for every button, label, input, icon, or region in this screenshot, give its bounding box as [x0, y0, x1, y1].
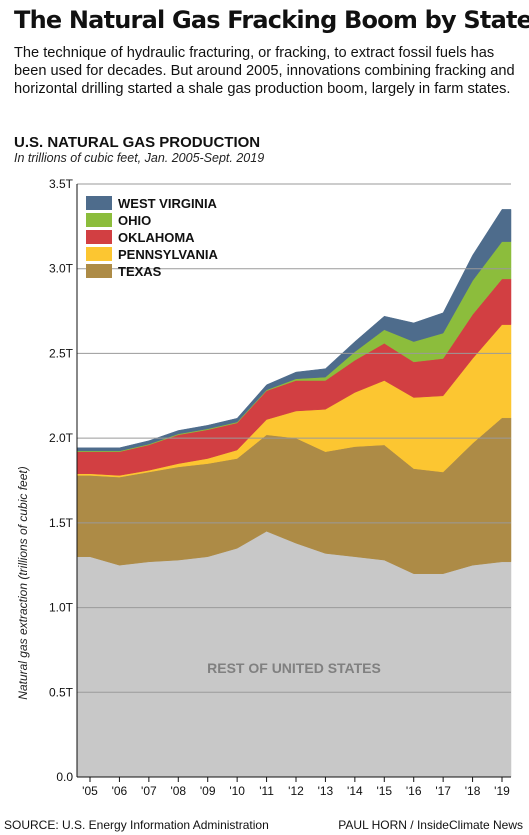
- x-tick-label: '15: [376, 784, 392, 798]
- y-tick-label: 1.0T: [49, 601, 74, 615]
- chart-heading: U.S. NATURAL GAS PRODUCTION: [14, 134, 261, 151]
- axes: 0.0 0.5T 1.0T 1.5T 2.0T 2.5T 3.0T 3.5T '05 '06 '07…: [49, 177, 511, 798]
- x-tick-label: '17: [435, 784, 451, 798]
- y-tick-label: 2.0T: [49, 431, 74, 445]
- production-chart: 0.0 0.5T 1.0T 1.5T 2.0T 2.5T 3.0T 3.5T '05 '06 '07…: [16, 177, 512, 798]
- x-tick-label: '12: [288, 784, 304, 798]
- rest-of-us-label: REST OF UNITED STATES: [207, 660, 381, 676]
- legend-label-oklahoma: OKLAHOMA: [118, 230, 195, 245]
- x-tick-label: '14: [347, 784, 363, 798]
- x-tick-label: '06: [112, 784, 128, 798]
- page-title: The Natural Gas Fracking Boom by State: [14, 6, 529, 34]
- x-tick-label: '19: [494, 784, 510, 798]
- legend-label-texas: TEXAS: [118, 264, 162, 279]
- legend-label-pennsylvania: PENNSYLVANIA: [118, 247, 219, 262]
- gridlines: [77, 183, 511, 693]
- y-tick-label: 1.5T: [49, 516, 74, 530]
- stacked-areas: [76, 209, 512, 778]
- legend-swatch-texas: [86, 264, 112, 278]
- legend-label-ohio: OHIO: [118, 213, 151, 228]
- legend-swatch-ohio: [86, 213, 112, 227]
- area-west-virginia: [76, 209, 512, 452]
- legend-swatch-pennsylvania: [86, 247, 112, 261]
- x-tick-label: '11: [259, 784, 274, 798]
- x-tick-label: '08: [170, 784, 186, 798]
- x-tick-label: '13: [318, 784, 334, 798]
- y-tick-label: 3.5T: [49, 177, 74, 191]
- x-tick-label: '07: [141, 784, 157, 798]
- x-tick-label: '09: [200, 784, 216, 798]
- legend: WEST VIRGINIA OHIO OKLAHOMA PENNSYLVANIA TEX…: [86, 196, 219, 279]
- x-tick-label: '16: [406, 784, 422, 798]
- legend-swatch-oklahoma: [86, 230, 112, 244]
- y-tick-label: 2.5T: [49, 346, 74, 360]
- x-tick-label: '05: [82, 784, 98, 798]
- y-axis-label: Natural gas extraction (trillions of cub…: [16, 466, 30, 699]
- legend-swatch-west-virginia: [86, 196, 112, 210]
- source-note: SOURCE: U.S. Energy Information Administ…: [4, 818, 269, 832]
- x-tick-label: '18: [465, 784, 481, 798]
- x-tick-label: '10: [229, 784, 245, 798]
- credit-note: PAUL HORN / InsideClimate News: [338, 818, 523, 832]
- chart-subtitle: In trillions of cubic feet, Jan. 2005-Se…: [14, 151, 265, 165]
- legend-label-west-virginia: WEST VIRGINIA: [118, 196, 218, 211]
- y-tick-label: 0.5T: [49, 685, 74, 699]
- y-tick-label: 3.0T: [49, 262, 74, 276]
- intro-paragraph: The technique of hydraulic fracturing, o…: [14, 45, 515, 97]
- y-tick-label: 0.0: [56, 770, 73, 784]
